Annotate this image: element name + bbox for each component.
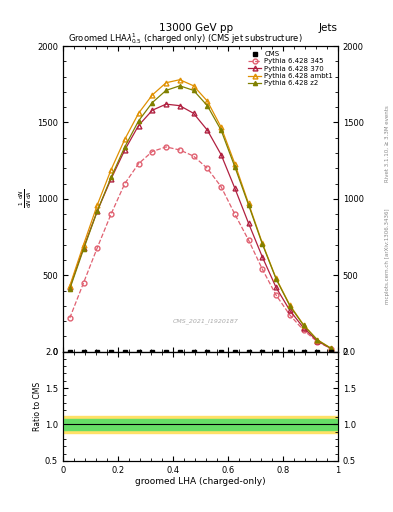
Text: mcplots.cern.ch [arXiv:1306.3436]: mcplots.cern.ch [arXiv:1306.3436] [385, 208, 390, 304]
Text: Jets: Jets [319, 23, 338, 33]
X-axis label: groomed LHA (charged-only): groomed LHA (charged-only) [135, 477, 266, 486]
Text: CMS_2021_I1920187: CMS_2021_I1920187 [173, 318, 239, 324]
Y-axis label: Ratio to CMS: Ratio to CMS [33, 381, 42, 431]
Legend: CMS, Pythia 6.428 345, Pythia 6.428 370, Pythia 6.428 ambt1, Pythia 6.428 z2: CMS, Pythia 6.428 345, Pythia 6.428 370,… [246, 50, 334, 88]
Text: Rivet 3.1.10, ≥ 3.3M events: Rivet 3.1.10, ≥ 3.3M events [385, 105, 390, 182]
Text: Groomed LHA$\lambda^{1}_{0.5}$ (charged only) (CMS jet substructure): Groomed LHA$\lambda^{1}_{0.5}$ (charged … [68, 31, 303, 46]
Y-axis label: $\frac{1}{\mathrm{d}N}\frac{\mathrm{d}N}{\mathrm{d}\lambda}$: $\frac{1}{\mathrm{d}N}\frac{\mathrm{d}N}… [18, 189, 34, 208]
Text: 13000 GeV pp: 13000 GeV pp [160, 23, 233, 33]
